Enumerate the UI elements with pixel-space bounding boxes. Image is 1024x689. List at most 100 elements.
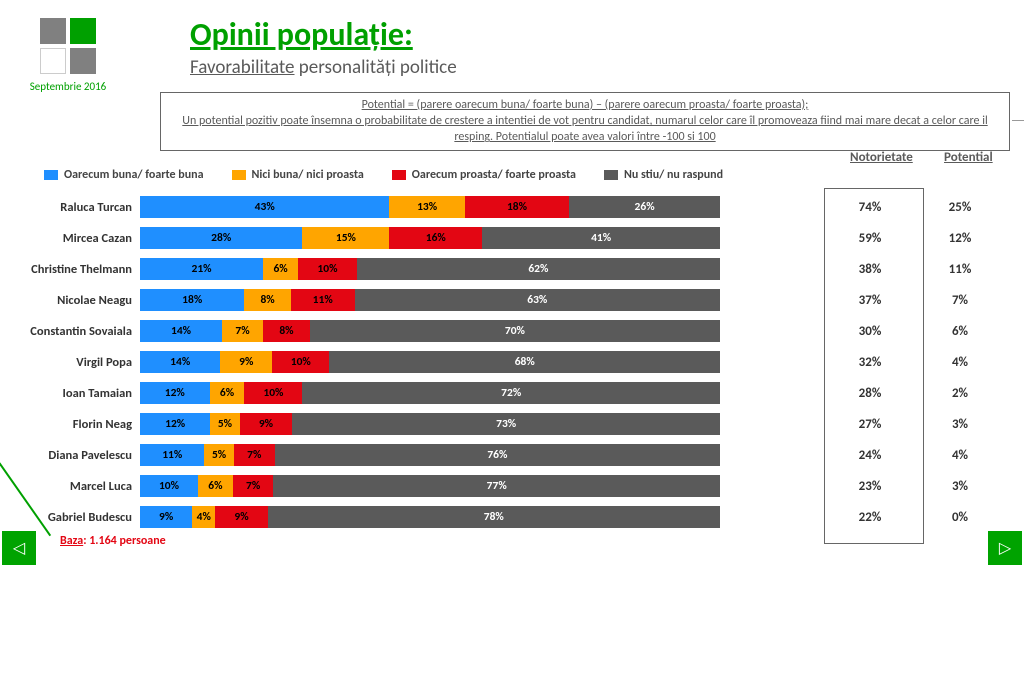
- row-name: Christine Thelmann: [0, 262, 140, 277]
- segment-neutral: 6%: [198, 475, 233, 497]
- legend-label-neutral: Nici buna/ nici proasta: [252, 168, 364, 182]
- chart-row: Nicolae Neagu18%8%11%63% 37%7%: [0, 285, 1024, 315]
- chart-row: Christine Thelmann21%6%10%62%38%11%: [0, 254, 1024, 284]
- chart-row: Gabriel Budescu9%4%9%78%22%0%: [0, 502, 1024, 532]
- segment-dk: 70%: [310, 320, 720, 342]
- segment-neutral: 13%: [389, 196, 464, 218]
- stacked-bar: 12%6%10%72%: [140, 382, 720, 404]
- segment-good: 14%: [140, 351, 220, 373]
- segment-dk: 62%: [357, 258, 720, 280]
- segment-bad: 9%: [240, 413, 293, 435]
- segment-neutral: 15%: [302, 227, 389, 249]
- row-name: Florin Neag: [0, 417, 140, 432]
- base-note: Baza: 1.164 persoane: [60, 534, 166, 548]
- stacked-bar: 10%6%7%77%: [140, 475, 720, 497]
- segment-good: 11%: [140, 444, 204, 466]
- stacked-bar: 11%5%7%76%: [140, 444, 720, 466]
- notorietate-value: 27%: [820, 417, 920, 432]
- segment-neutral: 5%: [204, 444, 233, 466]
- stacked-bar: 43%13%18%26%: [140, 196, 720, 218]
- segment-bad: 8%: [263, 320, 310, 342]
- legend-item-bad: Oarecum proasta/ foarte proasta: [392, 168, 576, 182]
- legend-label-bad: Oarecum proasta/ foarte proasta: [412, 168, 576, 182]
- notorietate-value: 32%: [820, 355, 920, 370]
- chart-row: Florin Neag12%5%9%73%27%3%: [0, 409, 1024, 439]
- row-name: Gabriel Budescu: [0, 510, 140, 525]
- chart-row: Raluca Turcan43%13%18%26% 74%25%: [0, 192, 1024, 222]
- segment-dk: 63%: [355, 289, 720, 311]
- stacked-bar: 14%7%8%70%: [140, 320, 720, 342]
- potential-value: 3%: [920, 417, 1000, 432]
- segment-good: 21%: [140, 258, 263, 280]
- legend-swatch-good: [44, 170, 58, 180]
- definition-box: Potential = (parere oarecum buna/ foarte…: [160, 92, 1010, 151]
- stacked-bar: 18%8%11%63%: [140, 289, 720, 311]
- row-name: Raluca Turcan: [0, 200, 140, 215]
- segment-good: 43%: [140, 196, 389, 218]
- potential-value: 12%: [920, 231, 1000, 246]
- column-header-potential: Potential: [944, 150, 993, 165]
- row-name: Diana Pavelescu: [0, 448, 140, 463]
- segment-bad: 7%: [234, 444, 275, 466]
- segment-dk: 26%: [569, 196, 720, 218]
- report-date: Septembrie 2016: [28, 80, 108, 93]
- notorietate-value: 22%: [820, 510, 920, 525]
- segment-dk: 78%: [268, 506, 720, 528]
- chart-row: Mircea Cazan28%15%16%41% 59%12%: [0, 223, 1024, 253]
- legend-item-good: Oarecum buna/ foarte buna: [44, 168, 204, 182]
- chevron-left-icon: ◁: [13, 538, 25, 558]
- legend-label-good: Oarecum buna/ foarte buna: [64, 168, 204, 182]
- segment-dk: 77%: [273, 475, 720, 497]
- legend-item-neutral: Nici buna/ nici proasta: [232, 168, 364, 182]
- segment-neutral: 4%: [192, 506, 215, 528]
- segment-bad: 9%: [215, 506, 267, 528]
- column-header-notorietate: Notorietate: [850, 150, 913, 165]
- segment-neutral: 6%: [263, 258, 298, 280]
- chart-row: Ioan Tamaian12%6%10%72%28%2%: [0, 378, 1024, 408]
- potential-value: 0%: [920, 510, 1000, 525]
- chart-row: Constantin Sovaiala14%7%8%70%30%6%: [0, 316, 1024, 346]
- row-name: Ioan Tamaian: [0, 386, 140, 401]
- prev-button[interactable]: ◁: [2, 531, 36, 565]
- segment-dk: 41%: [482, 227, 720, 249]
- row-name: Nicolae Neagu: [0, 293, 140, 308]
- stacked-bar: 28%15%16%41%: [140, 227, 720, 249]
- notorietate-value: 74%: [820, 200, 920, 215]
- row-name: Mircea Cazan: [0, 231, 140, 246]
- page-title: Opinii populație:: [190, 18, 457, 52]
- segment-good: 18%: [140, 289, 244, 311]
- next-button[interactable]: ▷: [988, 531, 1022, 565]
- notorietate-value: 23%: [820, 479, 920, 494]
- segment-good: 12%: [140, 413, 210, 435]
- segment-bad: 18%: [465, 196, 569, 218]
- notorietate-value: 37%: [820, 293, 920, 308]
- segment-good: 14%: [140, 320, 222, 342]
- logo-icon: [40, 18, 96, 74]
- page-subtitle: Favorabilitate personalități politice: [190, 56, 457, 79]
- potential-value: 25%: [920, 200, 1000, 215]
- logo-block: Septembrie 2016: [28, 18, 108, 93]
- title-block: Opinii populație: Favorabilitate persona…: [190, 18, 457, 79]
- segment-neutral: 6%: [210, 382, 245, 404]
- legend-label-dk: Nu stiu/ nu raspund: [624, 168, 723, 182]
- segment-dk: 76%: [275, 444, 720, 466]
- potential-value: 11%: [920, 262, 1000, 277]
- chart-row: Diana Pavelescu11%5%7%76%24%4%: [0, 440, 1024, 470]
- potential-value: 3%: [920, 479, 1000, 494]
- notorietate-value: 30%: [820, 324, 920, 339]
- connector-line: [1012, 120, 1024, 154]
- legend-swatch-neutral: [232, 170, 246, 180]
- legend-swatch-bad: [392, 170, 406, 180]
- notorietate-value: 24%: [820, 448, 920, 463]
- segment-bad: 11%: [291, 289, 355, 311]
- notorietate-value: 59%: [820, 231, 920, 246]
- potential-value: 7%: [920, 293, 1000, 308]
- row-name: Virgil Popa: [0, 355, 140, 370]
- segment-neutral: 9%: [220, 351, 272, 373]
- legend: Oarecum buna/ foarte buna Nici buna/ nic…: [44, 168, 723, 182]
- segment-good: 12%: [140, 382, 210, 404]
- segment-neutral: 7%: [222, 320, 263, 342]
- segment-good: 10%: [140, 475, 198, 497]
- segment-good: 28%: [140, 227, 302, 249]
- segment-dk: 72%: [302, 382, 720, 404]
